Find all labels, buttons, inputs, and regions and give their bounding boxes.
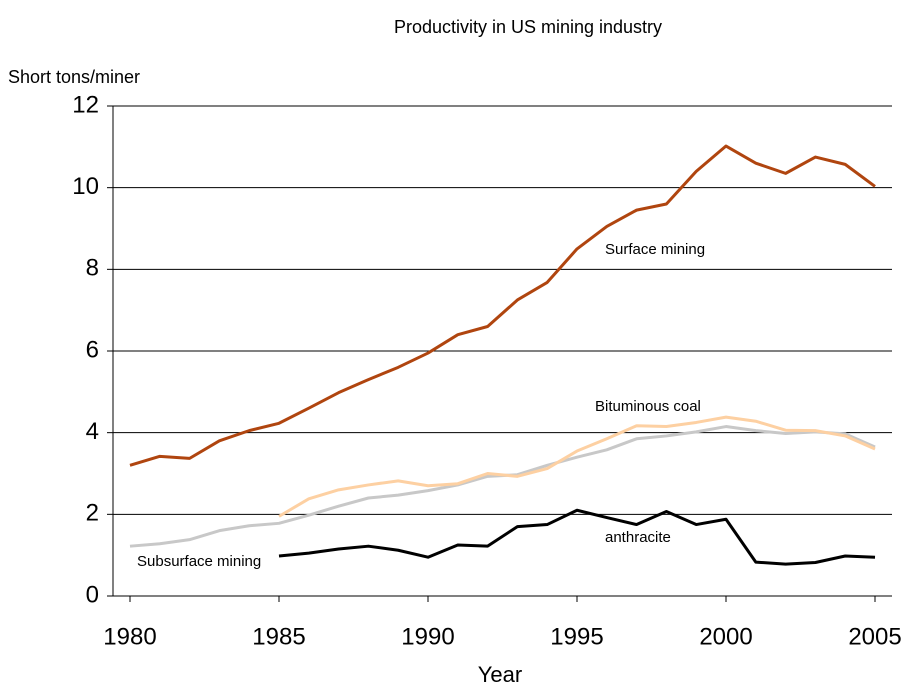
x-tick-label: 2005 [848, 623, 901, 650]
x-tick-label: 1980 [103, 623, 156, 650]
series-label: Subsurface mining [137, 553, 261, 570]
series-line [278, 508, 876, 566]
chart-title: Productivity in US mining industry [394, 17, 662, 37]
y-tick-label: 12 [72, 91, 99, 118]
series-label: Surface mining [605, 241, 705, 258]
x-tick-label: 2000 [699, 623, 752, 650]
series-label: Bituminous coal [595, 398, 701, 415]
x-tick-label: 1985 [252, 623, 305, 650]
y-tick-label: 4 [86, 418, 99, 445]
series-label: anthracite [605, 529, 671, 546]
series-line [129, 425, 876, 548]
y-tick-label: 6 [86, 336, 99, 363]
x-tick-label: 1990 [401, 623, 454, 650]
y-axis-label: Short tons/miner [8, 67, 140, 87]
x-axis-label: Year [478, 662, 522, 687]
series-line [278, 415, 876, 518]
y-tick-label: 8 [86, 255, 99, 282]
y-tick-label: 2 [86, 500, 99, 527]
y-tick-label: 0 [86, 581, 99, 608]
series-line [129, 144, 876, 467]
x-tick-label: 1995 [550, 623, 603, 650]
y-tick-label: 10 [72, 173, 99, 200]
